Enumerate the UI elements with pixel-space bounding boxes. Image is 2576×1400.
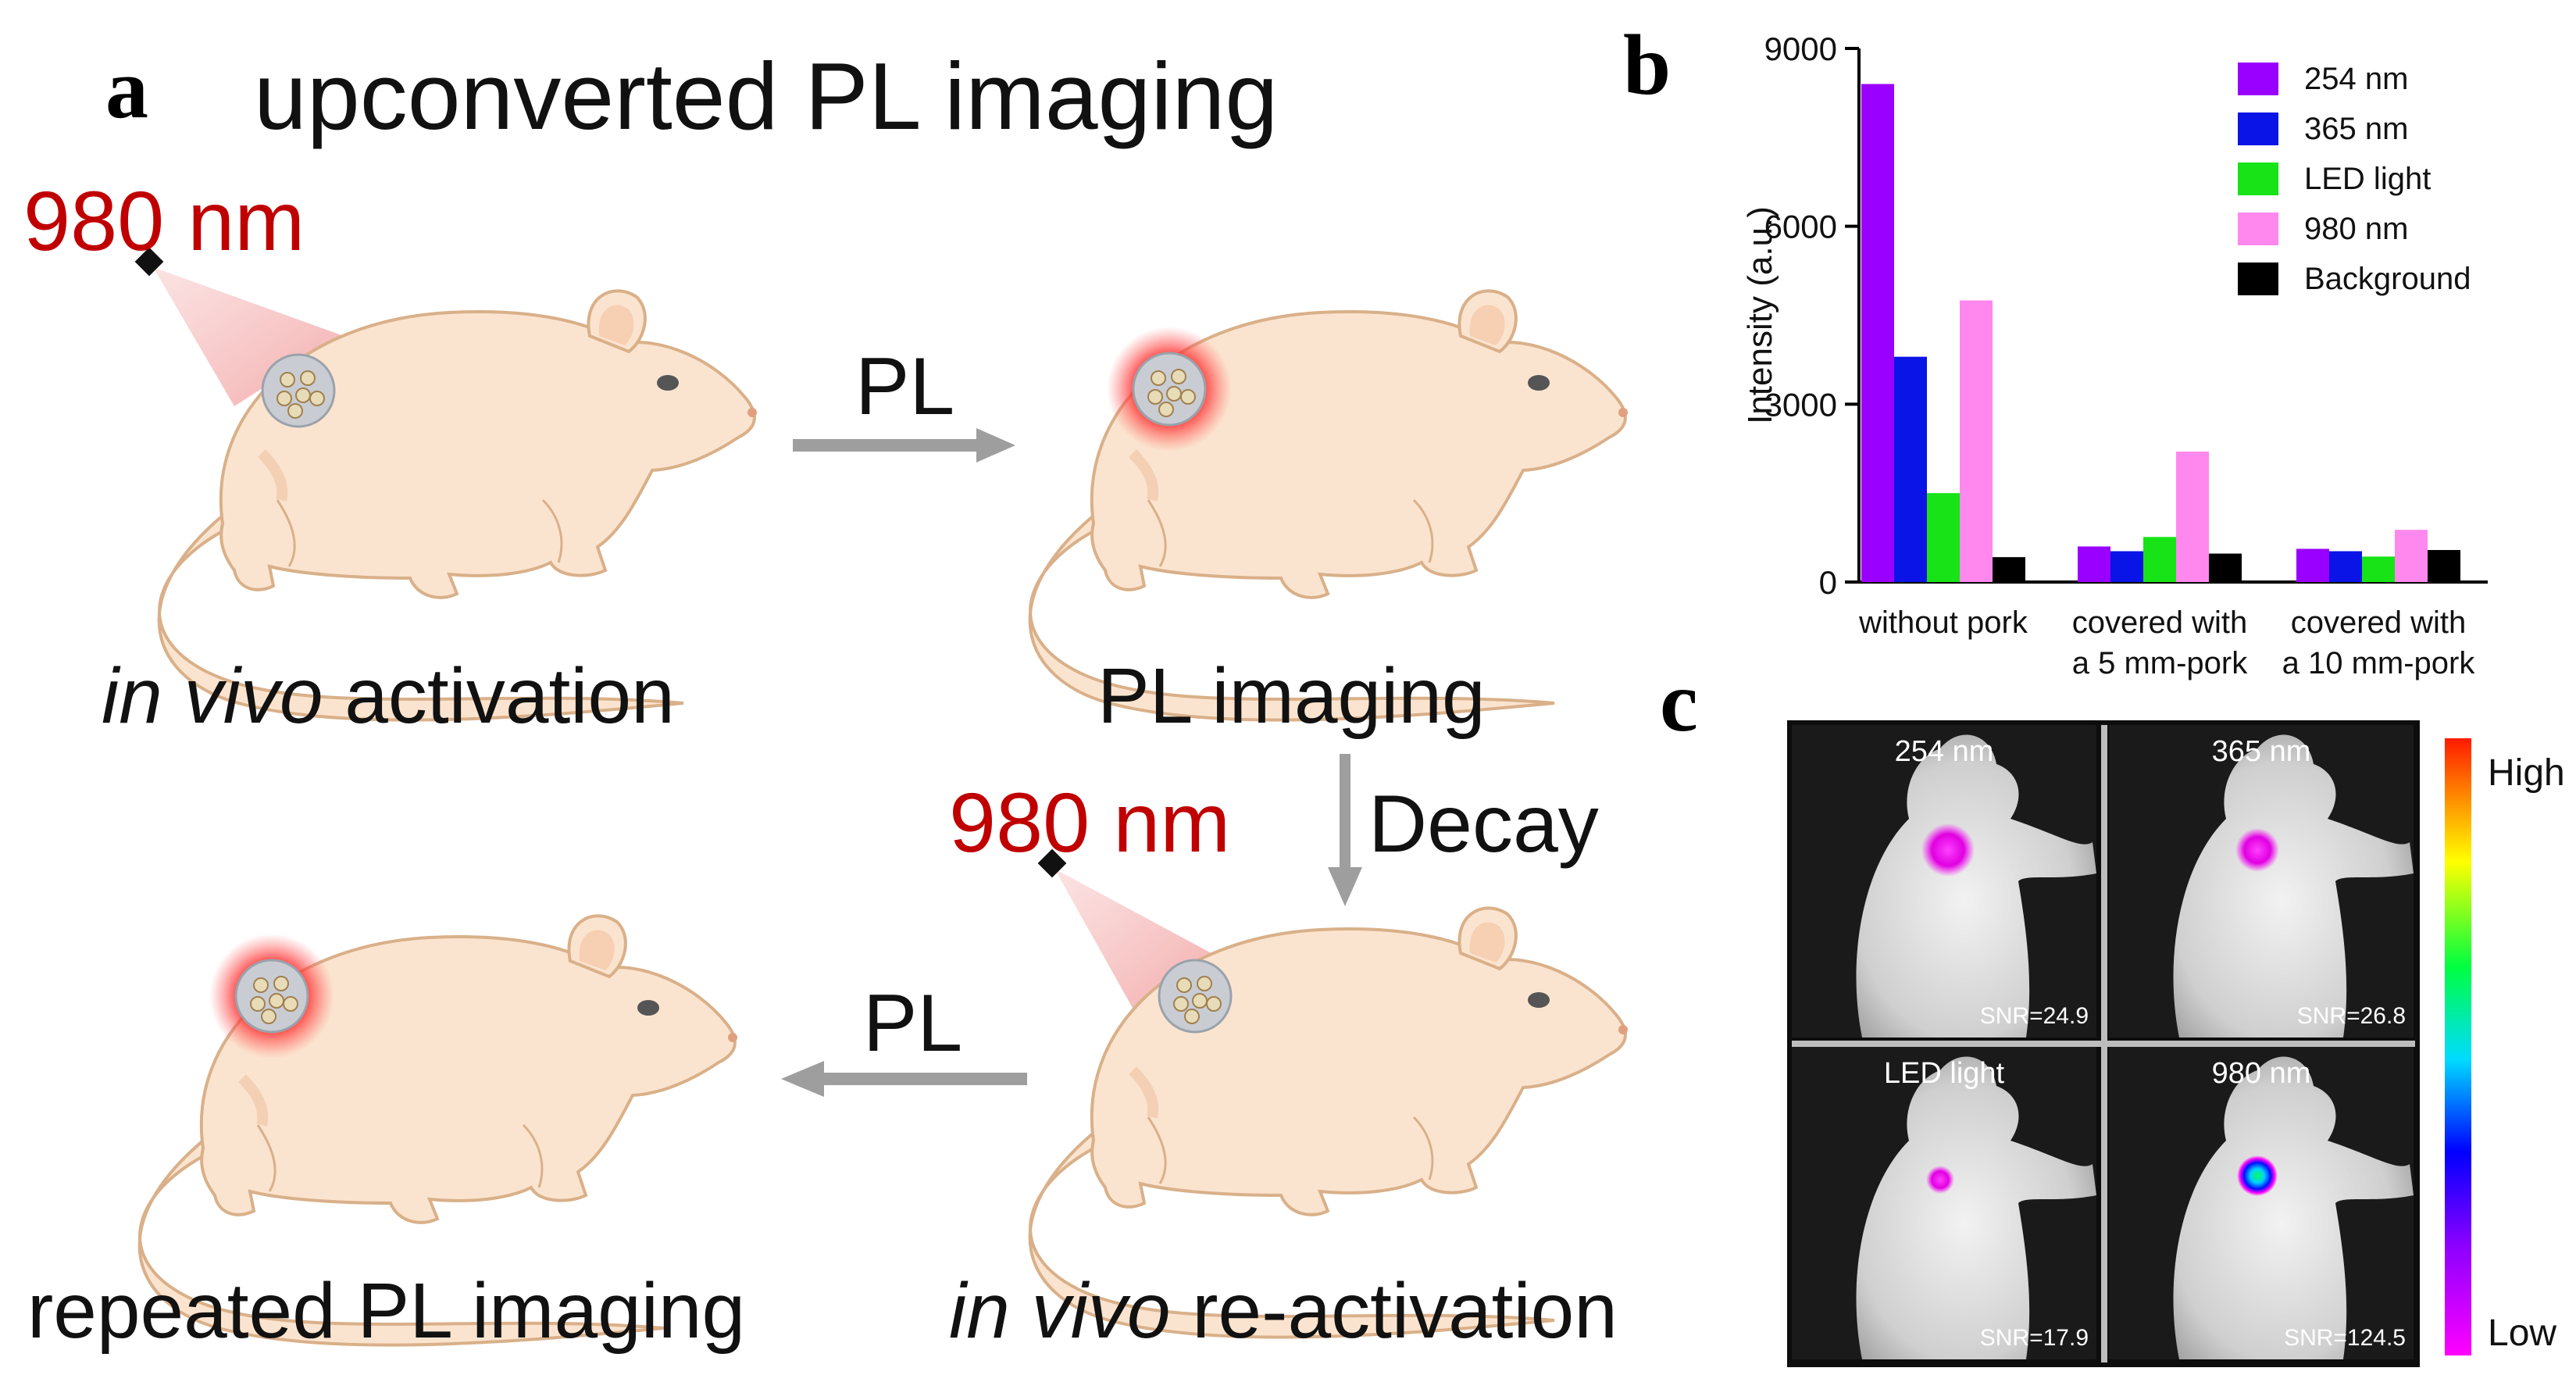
legend-label: Background bbox=[2304, 262, 2471, 296]
laser-source-icon bbox=[134, 247, 164, 277]
x-tick-label: covered with bbox=[2291, 605, 2467, 640]
image-cell: 254 nm SNR=24.9 bbox=[1792, 725, 2096, 1038]
arrow-pl-bottom-label: PL bbox=[863, 978, 962, 1069]
color-scale-low: Low bbox=[2488, 1312, 2556, 1354]
image-grid: 254 nm SNR=24.9 365 nm SNR=26.8 LED light SNR… bbox=[1792, 725, 2415, 1362]
mouse-repeated bbox=[140, 916, 737, 1345]
panel-b: b 0 3000 6000 9000 Intensity (a.u.) without p… bbox=[1623, 17, 2488, 680]
implant-icon bbox=[1158, 959, 1233, 1034]
image-cell: LED light SNR=17.9 bbox=[1792, 1047, 2096, 1359]
laser-beam-top bbox=[153, 267, 344, 406]
x-tick-label: a 10 mm-pork bbox=[2282, 646, 2476, 680]
x-tick-label: a 5 mm-pork bbox=[2072, 646, 2248, 680]
arrow-pl-top-label: PL bbox=[855, 341, 954, 432]
bar bbox=[1993, 557, 2025, 582]
caption-reactivation-rest: re-activation bbox=[1170, 1267, 1617, 1355]
cell-label: 980 nm bbox=[2212, 1057, 2311, 1090]
caption-reactivation: in vivo re-activation bbox=[949, 1267, 1618, 1355]
panel-c: c 254 nm SNR=24.9 365 nm SNR=26.8 LED light S… bbox=[1660, 654, 2565, 1367]
legend-swatch bbox=[2238, 112, 2278, 145]
cell-snr: SNR=24.9 bbox=[1980, 1003, 2089, 1029]
y-tick-label: 0 bbox=[1819, 564, 1837, 601]
legend-swatch bbox=[2238, 62, 2278, 95]
caption-activation-rest: activation bbox=[323, 652, 674, 740]
signal-spot bbox=[1921, 823, 1975, 877]
bar bbox=[1894, 356, 1927, 582]
bar bbox=[2395, 530, 2428, 582]
cell-snr: SNR=17.9 bbox=[1980, 1325, 2089, 1351]
color-scale-high: High bbox=[2488, 752, 2565, 794]
caption-activation-italic: in vivo bbox=[102, 652, 323, 740]
mouse-photo bbox=[2109, 1047, 2414, 1359]
y-axis-label: Intensity (a.u.) bbox=[1741, 206, 1779, 424]
arrow-right-icon bbox=[793, 428, 1015, 462]
caption-repeated: repeated PL imaging bbox=[27, 1267, 745, 1355]
implant-icon bbox=[261, 353, 336, 428]
legend-label: 254 nm bbox=[2304, 62, 2408, 96]
bar bbox=[2329, 551, 2362, 582]
bar bbox=[1927, 493, 1960, 582]
legend-swatch bbox=[2238, 212, 2278, 245]
panel-letter-a: a bbox=[105, 41, 148, 136]
mouse-photo bbox=[1792, 1047, 2096, 1359]
legend-swatch bbox=[2238, 262, 2278, 295]
bar bbox=[2176, 452, 2209, 582]
cell-snr: SNR=26.8 bbox=[2297, 1003, 2406, 1029]
y-tick-label: 6000 bbox=[1764, 209, 1837, 245]
legend-label: 365 nm bbox=[2304, 112, 2408, 146]
signal-spot bbox=[2237, 1155, 2278, 1196]
mouse-pl-imaging bbox=[1030, 291, 1628, 720]
bar bbox=[2362, 556, 2395, 582]
bar bbox=[2428, 550, 2460, 582]
image-cell: 980 nm SNR=124.5 bbox=[2109, 1047, 2414, 1359]
bar bbox=[1861, 84, 1894, 583]
laser-source-icon bbox=[1037, 848, 1067, 878]
panel-letter-c: c bbox=[1660, 654, 1698, 749]
signal-spot bbox=[2235, 828, 2279, 872]
x-tick-label: without pork bbox=[1858, 605, 2028, 640]
panel-a-title: upconverted PL imaging bbox=[254, 43, 1278, 149]
x-tick-label: covered with bbox=[2072, 605, 2248, 640]
panel-a: a upconverted PL imaging 980 nm PL in vi… bbox=[23, 41, 1628, 1355]
mouse-reactivation bbox=[1030, 848, 1628, 1338]
bar-chart: 0 3000 6000 9000 Intensity (a.u.) without por… bbox=[1741, 30, 2488, 680]
cell-label: 254 nm bbox=[1895, 735, 1994, 768]
bar bbox=[2078, 546, 2110, 582]
bar bbox=[2110, 551, 2143, 582]
bar bbox=[2209, 553, 2242, 582]
laser-label-top: 980 nm bbox=[23, 173, 305, 268]
signal-spot bbox=[1926, 1166, 1954, 1194]
implant-icon bbox=[1132, 352, 1207, 427]
legend-swatch bbox=[2238, 162, 2278, 195]
caption-activation: in vivo activation bbox=[102, 652, 675, 740]
cell-label: LED light bbox=[1884, 1057, 2005, 1090]
caption-pl-imaging: PL imaging bbox=[1097, 652, 1486, 740]
implant-icon bbox=[234, 959, 309, 1034]
bar bbox=[1960, 300, 1993, 582]
image-cell: 365 nm SNR=26.8 bbox=[2109, 725, 2414, 1038]
arrow-left-icon bbox=[781, 1061, 1027, 1097]
panel-letter-b: b bbox=[1623, 17, 1671, 112]
mouse-activation bbox=[134, 247, 757, 720]
mouse-photo bbox=[2109, 725, 2414, 1038]
caption-reactivation-italic: in vivo bbox=[949, 1267, 1170, 1355]
bar bbox=[2143, 537, 2176, 582]
cell-snr: SNR=124.5 bbox=[2284, 1325, 2406, 1351]
legend-label: 980 nm bbox=[2304, 212, 2408, 246]
arrow-down-icon bbox=[1328, 754, 1362, 906]
grid-divider-horizontal bbox=[1792, 1041, 2415, 1047]
bar bbox=[2296, 548, 2329, 582]
cell-label: 365 nm bbox=[2212, 735, 2311, 768]
arrow-decay-label: Decay bbox=[1368, 779, 1599, 870]
y-tick-label: 9000 bbox=[1764, 30, 1837, 67]
mouse-photo bbox=[1792, 725, 2096, 1038]
laser-label-mid: 980 nm bbox=[949, 775, 1230, 870]
legend-label: LED light bbox=[2304, 162, 2431, 196]
y-tick-label: 3000 bbox=[1764, 386, 1837, 423]
color-scale-bar bbox=[2445, 738, 2471, 1355]
